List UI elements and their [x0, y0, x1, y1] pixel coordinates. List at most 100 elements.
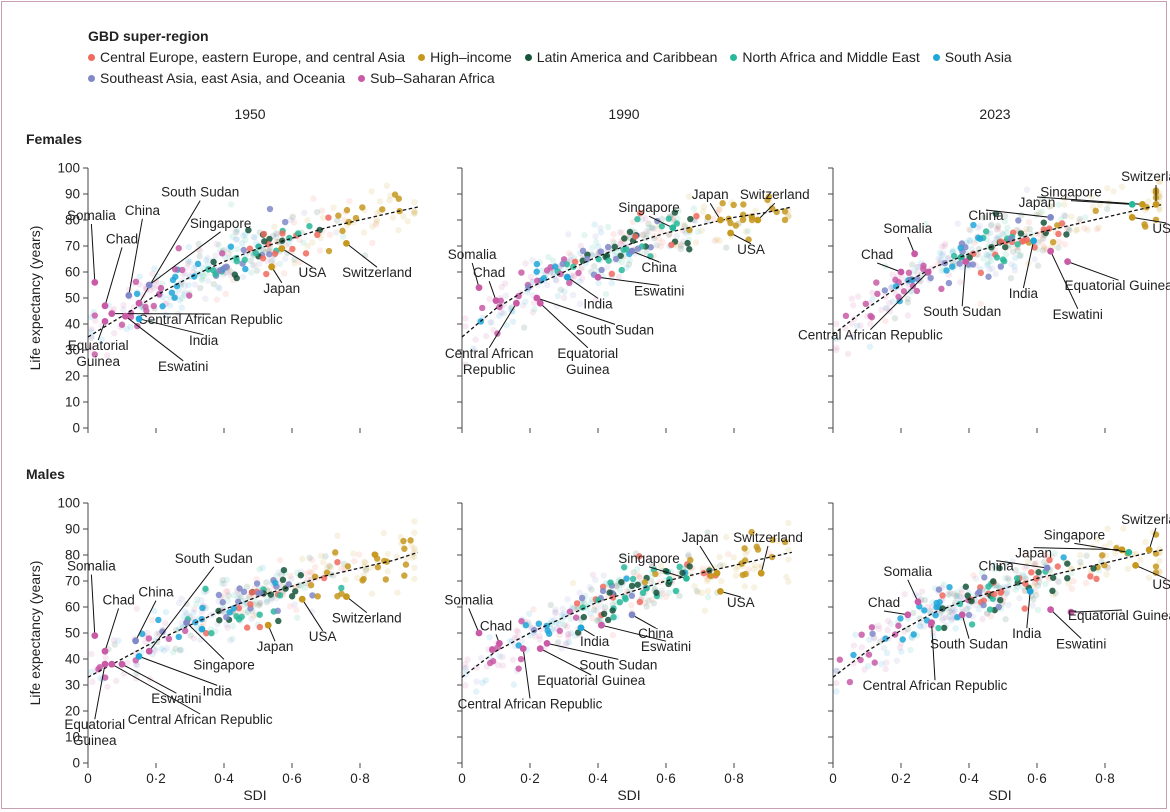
background-point	[942, 614, 950, 621]
background-point	[509, 318, 517, 325]
country-point	[781, 216, 789, 224]
background-point	[957, 594, 965, 601]
background-point	[833, 320, 840, 328]
background-point	[1001, 218, 1008, 225]
country-label: Guinea	[73, 733, 117, 748]
country-label: India	[583, 296, 613, 311]
x-tick-label: 0·4	[214, 771, 234, 786]
background-point	[725, 551, 732, 558]
country-point	[552, 263, 559, 270]
country-point	[242, 265, 249, 273]
background-point	[310, 195, 317, 202]
background-point	[677, 242, 685, 249]
background-point	[326, 563, 333, 570]
background-point	[529, 278, 536, 286]
background-point	[577, 242, 584, 250]
country-point	[927, 274, 934, 282]
label-leader-line	[1070, 609, 1123, 613]
label-leader-line	[346, 596, 368, 613]
background-point	[564, 623, 571, 630]
background-point	[623, 264, 630, 271]
labeled-point-usa	[1132, 562, 1139, 569]
background-point	[942, 240, 949, 247]
background-point	[498, 283, 505, 291]
y-axis-label: Life expectancy (years)	[27, 226, 43, 371]
panel-females-1990: Somalia Chad Singapore Japan Switzerland USA C…	[445, 167, 810, 433]
country-label: Eswatini	[1053, 307, 1103, 322]
y-tick-label: 80	[65, 548, 80, 563]
background-point	[880, 644, 888, 652]
country-point	[199, 604, 206, 612]
labeled-point-chad	[101, 647, 109, 655]
labeled-point-japan	[268, 263, 275, 271]
background-point	[1055, 244, 1062, 251]
background-point	[921, 623, 928, 630]
background-point	[640, 231, 647, 238]
background-point	[1022, 575, 1030, 583]
country-label: India	[1009, 286, 1039, 301]
label-leader-line	[1148, 527, 1157, 550]
country-label: China	[968, 208, 1004, 223]
label-leader-line	[1132, 216, 1167, 224]
country-point	[754, 546, 762, 553]
background-point	[1011, 267, 1019, 274]
background-point	[703, 577, 711, 585]
background-point	[351, 557, 358, 565]
country-point	[1054, 563, 1061, 570]
background-point	[658, 562, 665, 570]
country-point	[215, 607, 222, 615]
background-point	[904, 625, 912, 633]
country-point	[957, 244, 964, 252]
country-point	[256, 623, 264, 631]
background-point	[581, 231, 588, 239]
country-point	[219, 250, 226, 257]
labeled-point-eswatini	[122, 312, 129, 320]
country-label: Guinea	[76, 354, 120, 369]
country-label: Singapore	[618, 551, 680, 566]
background-point	[183, 600, 190, 608]
background-point	[723, 244, 730, 251]
country-label: Chad	[102, 592, 134, 607]
country-point	[910, 631, 917, 638]
country-point	[943, 267, 950, 274]
background-point	[1145, 574, 1153, 581]
labeled-point-india	[135, 315, 143, 323]
background-point	[645, 220, 652, 227]
country-point	[871, 659, 878, 666]
background-point	[785, 519, 792, 527]
background-point	[565, 630, 572, 638]
background-point	[674, 215, 681, 222]
background-point	[588, 252, 596, 259]
background-point	[551, 609, 559, 616]
country-label: Central African Republic	[458, 696, 603, 711]
country-point	[579, 247, 587, 255]
country-point	[391, 191, 399, 198]
background-point	[939, 250, 946, 257]
background-point	[616, 586, 624, 594]
background-point	[1012, 586, 1019, 593]
country-point	[243, 624, 251, 631]
country-point	[247, 601, 254, 608]
country-label: Chad	[473, 265, 505, 280]
background-point	[984, 252, 991, 259]
country-point	[933, 603, 940, 611]
background-point	[291, 260, 298, 267]
country-point	[865, 651, 873, 658]
background-point	[253, 267, 261, 274]
background-point	[901, 590, 908, 598]
background-point	[508, 638, 516, 645]
country-point	[836, 656, 843, 663]
background-point	[1014, 247, 1021, 254]
background-point	[301, 584, 308, 592]
label-leader-line	[961, 614, 970, 639]
country-label: Japan	[1015, 546, 1052, 561]
country-label: Guinea	[566, 362, 610, 377]
background-point	[554, 292, 562, 300]
country-point	[1152, 563, 1160, 570]
background-point	[1077, 558, 1084, 566]
country-label: Singapore	[193, 657, 255, 672]
country-point	[159, 628, 166, 635]
y-tick-label: 30	[65, 678, 80, 693]
background-point	[659, 590, 666, 597]
background-point	[558, 611, 566, 619]
